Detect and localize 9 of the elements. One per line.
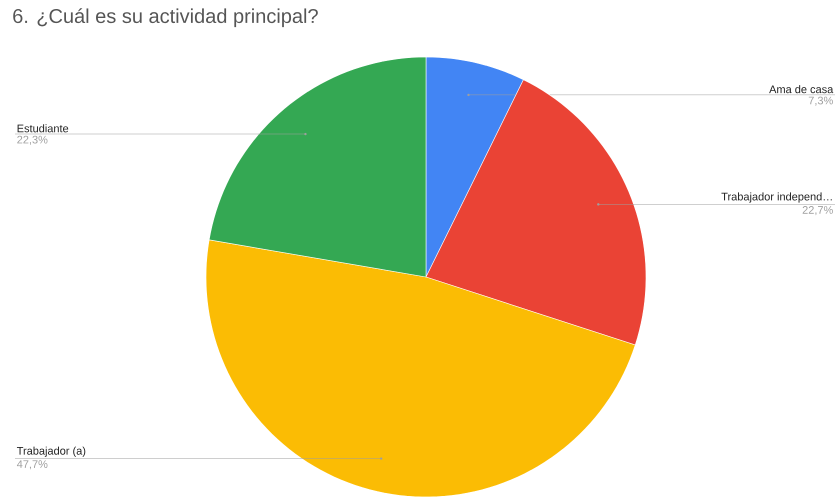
data-label: 47,7% [16,460,48,470]
data-label: 22,3% [17,136,48,145]
slice-label: Estudiante [18,124,68,132]
chart-title: 6. ¿Cuál es su actividad principal? [13,8,318,28]
slice-label: Ama de casa [769,85,834,94]
data-label: 22,7% [802,206,833,216]
slice-label: Trabajador (a) [16,446,86,457]
data-label: 7,3% [808,96,833,106]
slice-label: Trabajador independ… [721,192,832,203]
